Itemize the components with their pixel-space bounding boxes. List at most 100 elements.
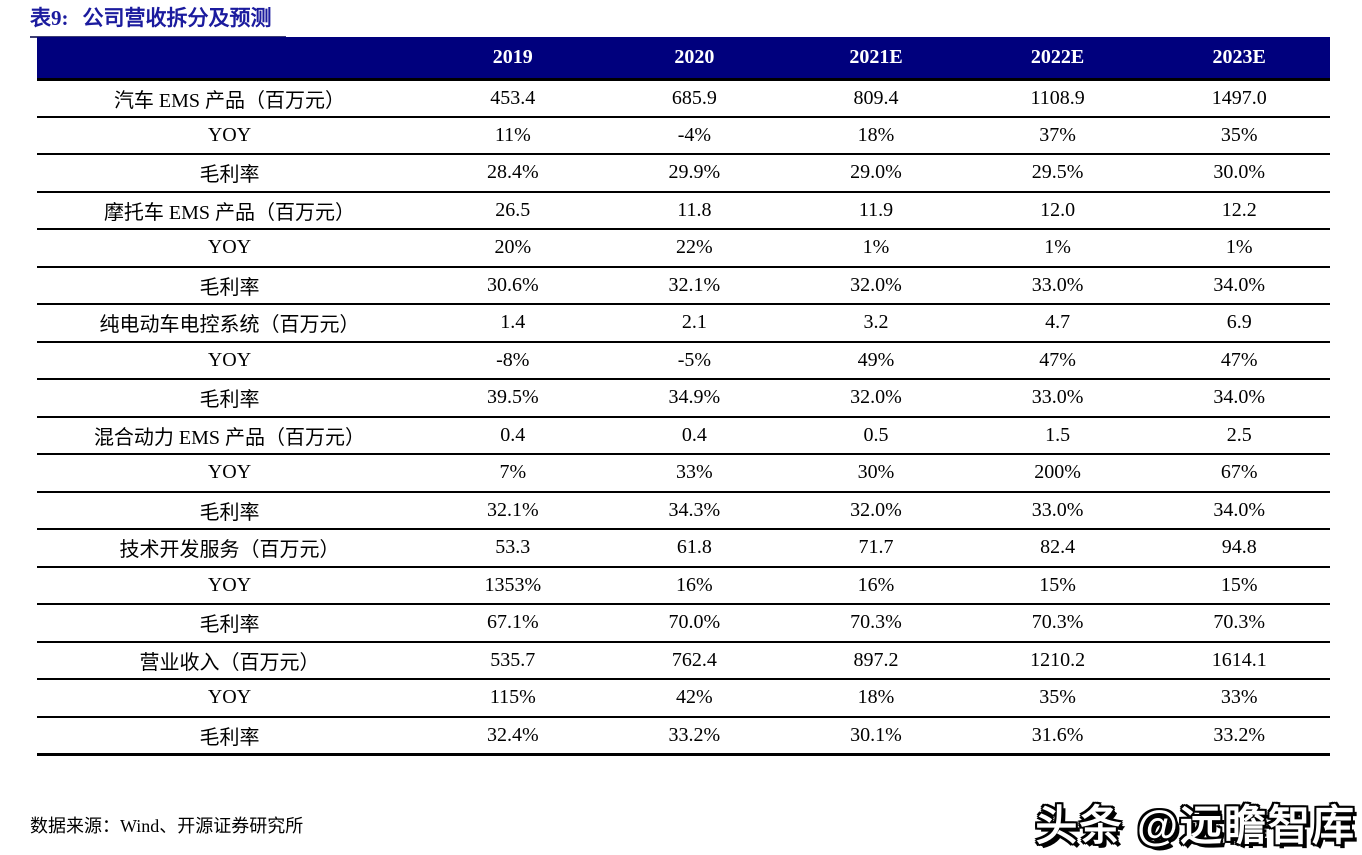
row-value: 35% (1148, 116, 1330, 155)
row-value: -5% (603, 341, 786, 380)
row-value: 16% (785, 566, 967, 605)
table-row: YOY -8% -5% 49% 47% 47% (37, 341, 1330, 380)
row-value: 33.0% (966, 491, 1149, 530)
row-label: YOY (37, 229, 422, 268)
row-value: 3.2 (785, 304, 967, 343)
row-value: 1210.2 (966, 641, 1149, 680)
column-header-2020: 2020 (603, 37, 786, 81)
row-value: 18% (785, 679, 967, 718)
row-value: 30% (785, 454, 967, 493)
row-value: 1614.1 (1148, 641, 1330, 680)
row-value: 1% (1148, 229, 1330, 268)
row-label: 毛利率 (37, 266, 422, 305)
row-value: 70.3% (1148, 604, 1330, 643)
row-label: 毛利率 (37, 379, 422, 418)
row-value: 2.1 (603, 304, 786, 343)
row-value: 12.2 (1148, 191, 1330, 230)
row-value: 685.9 (603, 79, 786, 118)
table-row: YOY 1353% 16% 16% 15% 15% (37, 566, 1330, 605)
column-header-2023e: 2023E (1148, 37, 1330, 81)
row-value: 30.0% (1148, 154, 1330, 193)
header-label-spacer (37, 37, 422, 81)
row-value: 16% (603, 566, 786, 605)
row-value: 1353% (422, 566, 604, 605)
row-value: 33.2% (603, 716, 786, 756)
table-row: 摩托车 EMS 产品（百万元） 26.5 11.8 11.9 12.0 12.2 (37, 191, 1330, 230)
row-value: 762.4 (603, 641, 786, 680)
row-value: 42% (603, 679, 786, 718)
column-header-2021e: 2021E (785, 37, 967, 81)
row-value: 115% (422, 679, 604, 718)
row-value: 15% (966, 566, 1149, 605)
row-label: YOY (37, 454, 422, 493)
row-label: YOY (37, 341, 422, 380)
row-value: 20% (422, 229, 604, 268)
row-value: -8% (422, 341, 604, 380)
row-value: 34.0% (1148, 266, 1330, 305)
row-label: 摩托车 EMS 产品（百万元） (37, 191, 422, 230)
row-value: 1% (966, 229, 1149, 268)
row-value: 28.4% (422, 154, 604, 193)
table-row: 混合动力 EMS 产品（百万元） 0.4 0.4 0.5 1.5 2.5 (37, 416, 1330, 455)
table-row: 毛利率 39.5% 34.9% 32.0% 33.0% 34.0% (37, 379, 1330, 418)
row-value: 34.9% (603, 379, 786, 418)
row-value: 897.2 (785, 641, 967, 680)
table-row: 毛利率 32.1% 34.3% 32.0% 33.0% 34.0% (37, 491, 1330, 530)
row-value: 32.4% (422, 716, 604, 756)
row-value: 18% (785, 116, 967, 155)
row-value: 11% (422, 116, 604, 155)
row-label: YOY (37, 566, 422, 605)
row-value: 33% (603, 454, 786, 493)
row-value: 53.3 (422, 529, 604, 568)
column-header-2019: 2019 (422, 37, 604, 81)
row-value: 94.8 (1148, 529, 1330, 568)
row-value: 71.7 (785, 529, 967, 568)
table-number-label: 表9: (30, 6, 69, 30)
row-value: 1.5 (966, 416, 1149, 455)
row-value: 200% (966, 454, 1149, 493)
table-row: 毛利率 30.6% 32.1% 32.0% 33.0% 34.0% (37, 266, 1330, 305)
watermark: 头条 @远瞻智库 (1035, 802, 1356, 849)
row-value: 34.0% (1148, 379, 1330, 418)
row-value: 11.9 (785, 191, 967, 230)
row-value: 11.8 (603, 191, 786, 230)
row-label: YOY (37, 679, 422, 718)
row-value: 67.1% (422, 604, 604, 643)
row-value: 34.3% (603, 491, 786, 530)
row-value: 4.7 (966, 304, 1149, 343)
table-row: 汽车 EMS 产品（百万元） 453.4 685.9 809.4 1108.9 1497.… (37, 79, 1330, 118)
row-value: 809.4 (785, 79, 967, 118)
row-value: 35% (966, 679, 1149, 718)
row-value: 0.5 (785, 416, 967, 455)
table-row: 纯电动车电控系统（百万元） 1.4 2.1 3.2 4.7 6.9 (37, 304, 1330, 343)
row-label: 毛利率 (37, 716, 422, 756)
row-value: 33% (1148, 679, 1330, 718)
row-value: 32.0% (785, 491, 967, 530)
row-value: 31.6% (966, 716, 1149, 756)
table-row: YOY 20% 22% 1% 1% 1% (37, 229, 1330, 268)
row-value: 67% (1148, 454, 1330, 493)
row-value: 6.9 (1148, 304, 1330, 343)
table-body: 汽车 EMS 产品（百万元） 453.4 685.9 809.4 1108.9 1497.… (37, 79, 1330, 756)
row-value: 1108.9 (966, 79, 1149, 118)
row-value: 34.0% (1148, 491, 1330, 530)
row-value: 32.1% (603, 266, 786, 305)
header-row: 2019 2020 2021E 2022E 2023E (37, 37, 1330, 81)
table-row: 技术开发服务（百万元） 53.3 61.8 71.7 82.4 94.8 (37, 529, 1330, 568)
row-value: 39.5% (422, 379, 604, 418)
row-label: 毛利率 (37, 154, 422, 193)
row-value: 0.4 (603, 416, 786, 455)
table-row: YOY 7% 33% 30% 200% 67% (37, 454, 1330, 493)
row-value: 47% (966, 341, 1149, 380)
column-header-2022e: 2022E (966, 37, 1149, 81)
row-value: 70.3% (966, 604, 1149, 643)
row-value: 0.4 (422, 416, 604, 455)
row-value: 32.0% (785, 266, 967, 305)
data-source-note: 数据来源：Wind、开源证券研究所 (30, 816, 304, 836)
row-value: 29.9% (603, 154, 786, 193)
row-value: 29.5% (966, 154, 1149, 193)
row-label: 纯电动车电控系统（百万元） (37, 304, 422, 343)
row-value: 70.0% (603, 604, 786, 643)
row-label: YOY (37, 116, 422, 155)
